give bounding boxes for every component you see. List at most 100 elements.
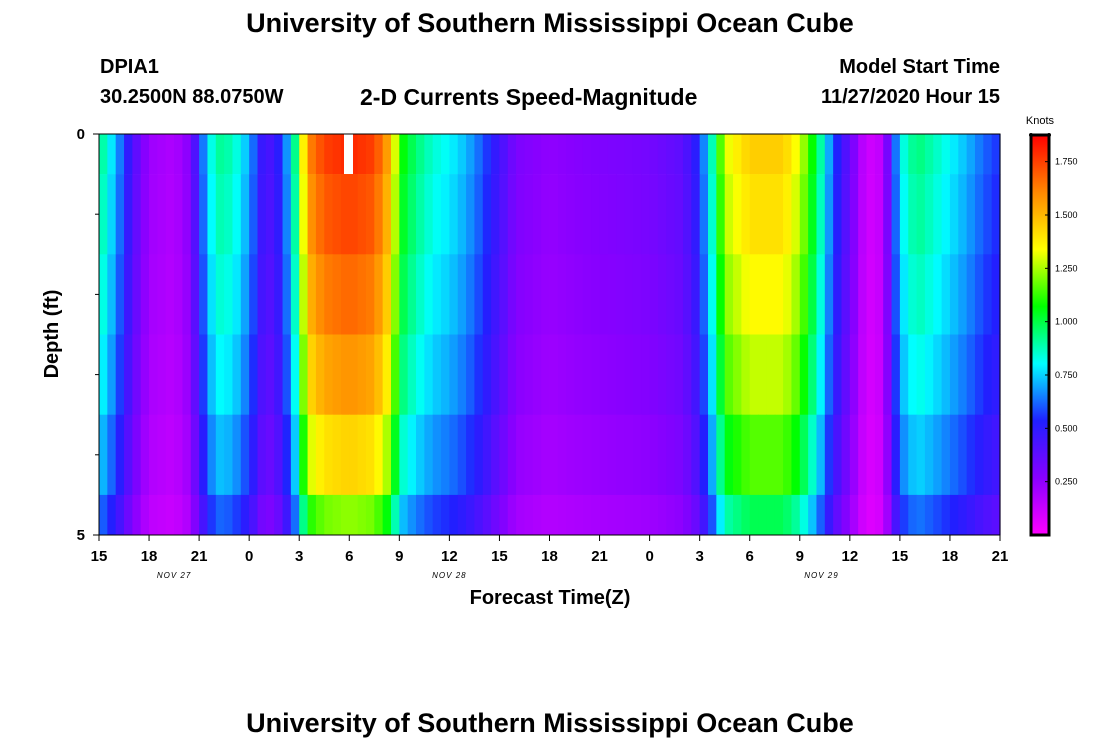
heatmap-cell (816, 254, 826, 335)
heatmap-cell (307, 174, 317, 255)
heatmap-cell (491, 174, 501, 255)
heatmap-cell (374, 134, 384, 175)
heatmap-cell (215, 414, 225, 496)
heatmap-cell (457, 134, 467, 175)
heatmap-cell (641, 174, 651, 255)
heatmap-cell (899, 334, 909, 415)
heatmap-cell (949, 254, 959, 335)
heatmap-cell (315, 494, 325, 536)
heatmap-cell (349, 174, 359, 255)
heatmap-cell (265, 134, 275, 175)
heatmap-cell (124, 254, 133, 335)
heatmap-cell (632, 414, 642, 496)
heatmap-cell (941, 254, 951, 335)
heatmap-cell (324, 494, 334, 536)
heatmap-cell (708, 134, 717, 175)
heatmap-cell (365, 134, 375, 175)
heatmap-cell (682, 494, 692, 536)
heatmap-cell (933, 134, 943, 175)
heatmap-cell (499, 134, 509, 175)
heatmap-cell (390, 134, 400, 175)
heatmap-cell (557, 494, 567, 536)
heatmap-cell (841, 134, 851, 175)
heatmap-cell (199, 494, 209, 536)
heatmap-cell (766, 254, 776, 335)
heatmap-cell (416, 174, 425, 255)
heatmap-cell (591, 494, 601, 536)
heatmap-cell (866, 134, 876, 175)
heatmap-cell (165, 334, 175, 415)
heatmap-cell (941, 494, 951, 536)
heatmap-cell (482, 494, 492, 536)
heatmap-cell (657, 494, 667, 536)
heatmap-cell (974, 174, 984, 255)
heatmap-cell (466, 254, 476, 335)
heatmap-cell (424, 174, 434, 255)
heatmap-cell (224, 414, 234, 496)
heatmap-cell (457, 334, 467, 415)
heatmap-cell (766, 334, 776, 415)
heatmap-cell (791, 494, 801, 536)
heatmap-cell (858, 494, 868, 536)
heatmap-cell (307, 494, 317, 536)
heatmap-cell (699, 414, 709, 496)
heatmap-cell (524, 334, 534, 415)
heatmap-cell (591, 254, 601, 335)
x-date-label: NOV 28 (432, 571, 466, 580)
heatmap-cell (849, 334, 859, 415)
heatmap-cell (349, 494, 359, 536)
heatmap-cell (883, 134, 893, 175)
heatmap-cell (165, 254, 175, 335)
heatmap-cell (599, 174, 609, 255)
heatmap-cell (808, 174, 818, 255)
heatmap-cell (908, 494, 918, 536)
heatmap-cell (841, 254, 851, 335)
heatmap-cell (699, 134, 709, 175)
heatmap-cell (240, 414, 250, 496)
heatmap-cell (966, 174, 976, 255)
colorbar-corner-dot (1047, 133, 1051, 137)
heatmap-cell (966, 134, 976, 175)
heatmap-cell (466, 494, 476, 536)
heatmap-cell (190, 414, 200, 496)
heatmap-cell (858, 174, 868, 255)
heatmap-cell (290, 414, 300, 496)
heatmap-cell (841, 414, 851, 496)
heatmap-cell (883, 254, 893, 335)
heatmap-cell (941, 134, 951, 175)
heatmap-cell (115, 494, 125, 536)
heatmap-cell (674, 254, 684, 335)
heatmap-cell (499, 174, 509, 255)
heatmap-cell (949, 414, 959, 496)
heatmap-cell (332, 174, 342, 255)
heatmap-cell (399, 334, 409, 415)
heatmap-cell (274, 134, 284, 175)
heatmap-cell (532, 134, 542, 175)
heatmap-cell (491, 334, 501, 415)
heatmap-cell (441, 254, 450, 335)
x-tick-label: 15 (91, 548, 108, 565)
heatmap-cell (399, 494, 409, 536)
colorbar-legend: 0.250 0.500 0.750 1.000 1.250 1.500 1.750 Knots (1026, 115, 1078, 537)
heatmap-cell (582, 134, 592, 175)
heatmap-cell (416, 334, 425, 415)
heatmap-cell (941, 174, 951, 255)
heatmap-cell (340, 414, 350, 496)
heatmap-cell (541, 494, 551, 536)
x-tick-label: 21 (992, 548, 1009, 565)
heatmap-cell (474, 494, 484, 536)
heatmap-cell (566, 494, 576, 536)
heatmap-cell (607, 254, 617, 335)
heatmap-cell (674, 134, 684, 175)
heatmap-cell (474, 414, 484, 496)
heatmap-cell (966, 334, 976, 415)
x-tick-label: 12 (841, 548, 858, 565)
heatmap-cell (824, 134, 834, 175)
heatmap-cell (165, 414, 175, 496)
heatmap-cell (149, 254, 158, 335)
heatmap-cell (349, 414, 359, 496)
heatmap-cell (215, 254, 225, 335)
heatmap-cell (290, 174, 300, 255)
heatmap-cell (783, 254, 793, 335)
